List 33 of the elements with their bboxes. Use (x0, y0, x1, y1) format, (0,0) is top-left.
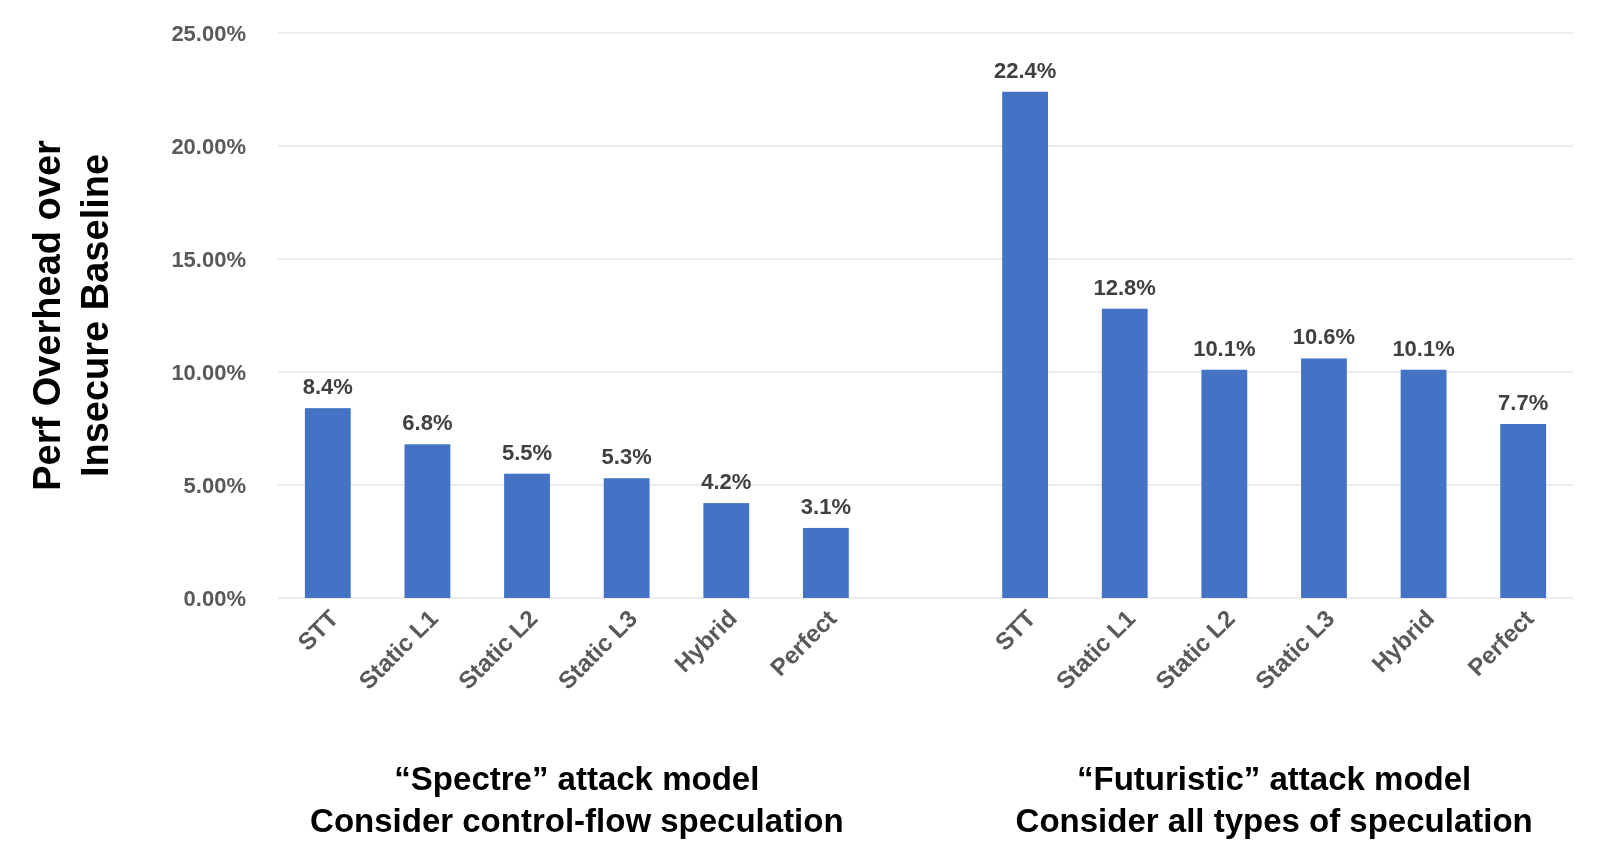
data-label: 10.1% (1193, 335, 1256, 361)
bar (802, 527, 849, 598)
data-label: 4.2% (701, 469, 752, 495)
data-label: 10.1% (1392, 335, 1455, 361)
bar (703, 503, 750, 598)
text: “Spectre” attack model Consider control-flow speculation (310, 760, 844, 839)
data-label: 3.1% (800, 493, 851, 519)
data-label: 22.4% (993, 57, 1057, 83)
bar (1301, 358, 1347, 598)
data-label: 5.5% (501, 439, 553, 465)
bar (1002, 91, 1049, 598)
data-label: 5.3% (601, 444, 652, 470)
text: “Futuristic” attack model Consider all types of speculation (1015, 760, 1533, 839)
data-label: 6.8% (402, 410, 453, 436)
bar (1400, 369, 1447, 598)
y-tick-label: 15.00% (171, 246, 246, 272)
bar (1201, 369, 1248, 598)
y-axis-title: Perf Overhead over Insecure Baseline (26, 139, 116, 491)
bar (1101, 308, 1148, 598)
bar (504, 473, 550, 598)
bar (603, 478, 650, 598)
data-label: 10.6% (1292, 324, 1356, 350)
bar (1500, 423, 1547, 598)
data-label: 8.4% (302, 374, 353, 400)
y-tick-label: 0.00% (183, 585, 246, 611)
data-label: 12.8% (1093, 274, 1156, 300)
data-label: 7.7% (1498, 389, 1549, 415)
bar (304, 408, 351, 598)
y-tick-label: 20.00% (171, 133, 246, 159)
bar (404, 444, 451, 598)
y-tick-label: 5.00% (183, 472, 246, 498)
y-tick-label: 25.00% (171, 20, 246, 46)
y-tick-label: 10.00% (171, 359, 246, 385)
